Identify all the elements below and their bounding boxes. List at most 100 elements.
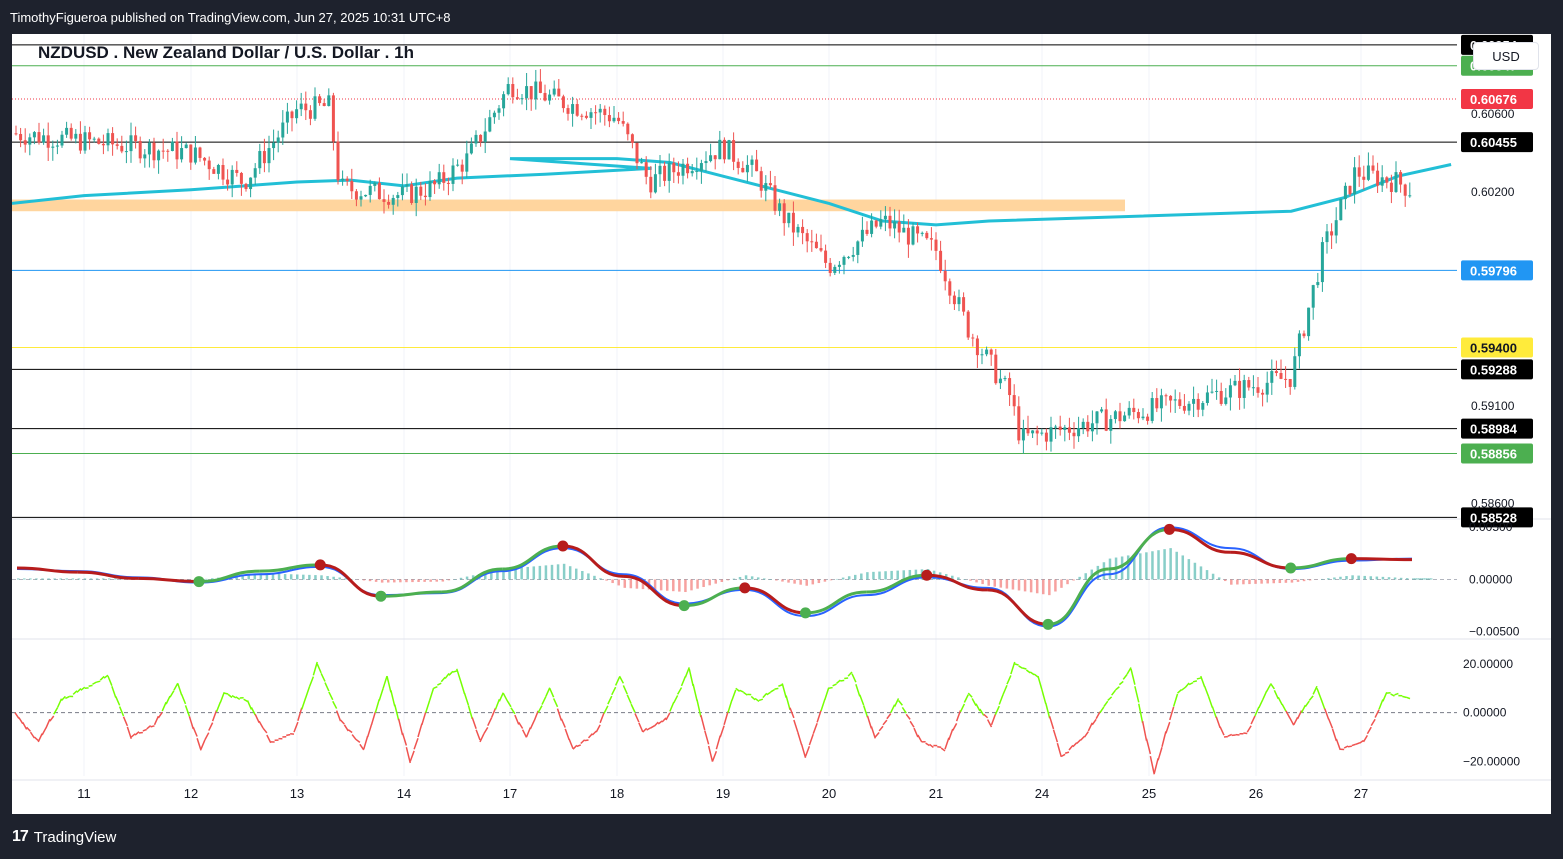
osc-line-segment bbox=[851, 673, 857, 683]
osc-line-segment bbox=[1207, 696, 1214, 708]
osc-line-segment bbox=[316, 663, 322, 674]
candle-body bbox=[451, 165, 455, 184]
candle-body bbox=[221, 165, 225, 180]
osc-line-segment bbox=[673, 695, 679, 704]
macd-histogram-bar bbox=[1345, 576, 1348, 580]
macd-histogram-bar bbox=[1181, 555, 1185, 580]
osc-line-segment bbox=[614, 676, 621, 686]
osc-line-segment bbox=[297, 707, 303, 721]
macd-histogram-bar bbox=[1284, 579, 1288, 583]
osc-line-segment bbox=[917, 734, 923, 743]
osc-line-segment bbox=[456, 668, 462, 682]
candle-body bbox=[138, 140, 142, 159]
macd-histogram-bar bbox=[107, 578, 111, 580]
candle-body bbox=[704, 161, 708, 164]
macd-histogram-bar bbox=[338, 577, 341, 580]
candle-body bbox=[690, 171, 694, 174]
macd-histogram-bar bbox=[1066, 579, 1069, 585]
candle-body bbox=[1311, 285, 1315, 308]
osc-line-segment bbox=[878, 725, 884, 732]
macd-histogram-bar bbox=[1266, 579, 1269, 584]
signal-line-segment bbox=[866, 573, 927, 594]
macd-histogram-bar bbox=[1133, 554, 1136, 580]
osc-line-segment bbox=[1262, 690, 1268, 700]
candle-body bbox=[350, 181, 354, 192]
footer-logo[interactable]: 17 TradingView bbox=[12, 828, 116, 846]
candle-body bbox=[55, 145, 59, 147]
macd-histogram-bar bbox=[799, 579, 802, 585]
macd-histogram-bar bbox=[271, 573, 275, 580]
macd-histogram-bar bbox=[77, 578, 81, 580]
candle-body bbox=[285, 111, 289, 123]
candle-body bbox=[525, 86, 529, 99]
osc-line-segment bbox=[1064, 751, 1070, 754]
candle-body bbox=[1187, 403, 1191, 411]
macd-histogram-bar bbox=[423, 579, 426, 582]
osc-line-segment bbox=[1169, 706, 1175, 721]
crossover-dot bbox=[1285, 562, 1297, 574]
candle-body bbox=[796, 226, 800, 233]
candle-body bbox=[1136, 412, 1140, 419]
macd-histogram-bar bbox=[253, 573, 257, 580]
osc-line-segment bbox=[537, 705, 543, 714]
candle-body bbox=[1224, 397, 1228, 404]
osc-line-segment bbox=[134, 731, 140, 736]
candle-body bbox=[189, 144, 193, 163]
macd-histogram-bar bbox=[1072, 579, 1075, 581]
candle-body bbox=[1150, 398, 1154, 421]
candle-body bbox=[520, 98, 524, 100]
osc-line-segment bbox=[103, 674, 109, 679]
osc-line-segment bbox=[428, 687, 435, 701]
osc-line-segment bbox=[905, 713, 911, 720]
level-badge bbox=[1461, 418, 1533, 439]
macd-histogram-bar bbox=[908, 569, 912, 580]
osc-tick-label: −20.00000 bbox=[1463, 754, 1520, 768]
osc-line-segment bbox=[676, 687, 683, 695]
candle-body bbox=[203, 157, 207, 161]
macd-histogram-bar bbox=[1422, 578, 1425, 580]
macd-histogram-bar bbox=[1023, 579, 1027, 592]
macd-histogram-bar bbox=[386, 579, 390, 583]
osc-line-segment bbox=[1091, 718, 1097, 726]
osc-line-segment bbox=[413, 738, 419, 750]
candle-body bbox=[828, 262, 832, 273]
signal-line-segment bbox=[684, 586, 745, 608]
candle-body bbox=[561, 96, 565, 109]
macd-histogram-bar bbox=[1430, 578, 1433, 580]
candle-body bbox=[1063, 427, 1067, 430]
osc-line-segment bbox=[463, 692, 470, 706]
macd-histogram-bar bbox=[211, 578, 214, 580]
osc-line-segment bbox=[1115, 686, 1120, 691]
candle-body bbox=[860, 229, 864, 242]
candle-body bbox=[19, 133, 23, 141]
osc-line-segment bbox=[184, 705, 191, 717]
macd-histogram-bar bbox=[781, 579, 784, 582]
x-tick-label: 12 bbox=[184, 786, 198, 801]
candle-body bbox=[42, 135, 46, 143]
candle-body bbox=[1132, 407, 1136, 413]
candle-body bbox=[216, 165, 220, 174]
osc-line-segment bbox=[363, 735, 369, 750]
candle-body bbox=[718, 139, 722, 160]
osc-line-segment bbox=[487, 717, 493, 726]
osc-line-segment bbox=[208, 722, 214, 731]
osc-line-segment bbox=[929, 743, 934, 748]
osc-line-segment bbox=[870, 726, 876, 739]
level-badge bbox=[1461, 260, 1533, 281]
osc-line-segment bbox=[304, 686, 311, 699]
candle-body bbox=[78, 133, 82, 151]
osc-line-segment bbox=[49, 715, 55, 722]
osc-line-segment bbox=[18, 717, 24, 725]
osc-line-segment bbox=[96, 680, 101, 683]
macd-histogram-bar bbox=[320, 575, 323, 580]
osc-line-segment bbox=[1390, 693, 1395, 697]
currency-button[interactable]: USD bbox=[1473, 42, 1539, 70]
osc-line-segment bbox=[533, 710, 539, 722]
osc-line-segment bbox=[1394, 692, 1399, 696]
osc-line-segment bbox=[1250, 715, 1256, 725]
chart-area[interactable]: 0.606000.602000.591000.586000.609540.608… bbox=[11, 34, 1551, 814]
macd-histogram-bar bbox=[465, 576, 469, 580]
candle-body bbox=[423, 195, 427, 198]
osc-line-segment bbox=[1126, 667, 1132, 675]
candle-body bbox=[377, 182, 381, 200]
